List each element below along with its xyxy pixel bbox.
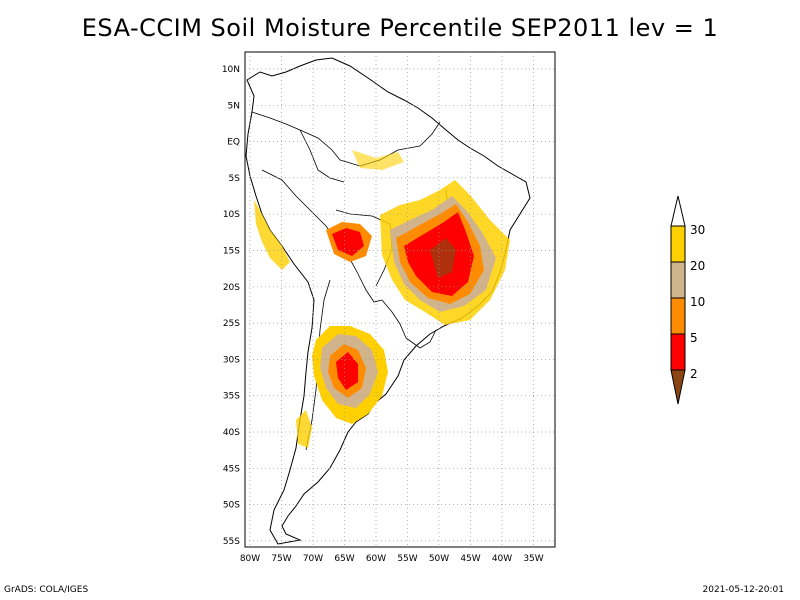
lat-label-50S: 50S	[223, 501, 240, 511]
lon-label-65W: 65W	[334, 554, 354, 564]
lat-label-45S: 45S	[223, 464, 240, 474]
longitude-labels: 80W 75W 70W 65W 60W 55W 50W 45W 40W 35W	[240, 554, 544, 564]
lat-label-55S: 55S	[223, 537, 240, 547]
lat-label-EQ: EQ	[227, 138, 240, 148]
color-bar-top-arrow	[670, 195, 686, 227]
color-bar: 30 20 10 5 2	[670, 195, 705, 405]
lon-label-45W: 45W	[460, 554, 480, 564]
color-bar-10-20	[670, 261, 686, 299]
lon-label-55W: 55W	[397, 554, 417, 564]
map-title: ESA-CCIM Soil Moisture Percentile SEP201…	[81, 14, 719, 42]
lat-label-5S: 5S	[229, 174, 241, 184]
lon-label-60W: 60W	[366, 554, 386, 564]
lat-label-10N: 10N	[222, 65, 240, 75]
lon-label-75W: 75W	[271, 554, 291, 564]
lat-label-20S: 20S	[223, 283, 240, 293]
color-bar-2-5	[670, 333, 686, 371]
color-bar-label-30: 30	[690, 223, 705, 237]
lon-label-80W: 80W	[240, 554, 260, 564]
footer-credit: GrADS: COLA/IGES	[4, 585, 89, 595]
moisture-fill	[254, 150, 510, 448]
lat-label-5N: 5N	[228, 101, 240, 111]
lat-label-25S: 25S	[223, 319, 240, 329]
map-panel: 10N5NEQ5S10S15S20S25S30S35S40S45S50S55S …	[222, 51, 556, 564]
color-bar-label-10: 10	[690, 295, 705, 309]
lat-label-15S: 15S	[223, 247, 240, 257]
latitude-labels: 10N 5N EQ 5S 10S 15S 20S 25S 30S 35S 40S 45S 50S 55S	[222, 65, 240, 547]
lon-label-40W: 40W	[492, 554, 512, 564]
color-bar-label-2: 2	[690, 367, 698, 381]
lat-label-40S: 40S	[223, 428, 240, 438]
lat-label-30S: 30S	[223, 355, 240, 365]
footer-timestamp: 2021-05-12-20:01	[702, 585, 785, 595]
lon-label-50W: 50W	[429, 554, 449, 564]
lat-lon-grid	[245, 52, 555, 547]
lon-label-70W: 70W	[303, 554, 323, 564]
color-bar-label-20: 20	[690, 259, 705, 273]
color-bar-bottom-arrow	[670, 369, 686, 405]
color-bar-20-30	[670, 225, 686, 263]
lon-label-35W: 35W	[523, 554, 543, 564]
lat-label-10S: 10S	[223, 210, 240, 220]
color-bar-5-10	[670, 297, 686, 335]
lat-label-35S: 35S	[223, 392, 240, 402]
color-bar-label-5: 5	[690, 331, 698, 345]
